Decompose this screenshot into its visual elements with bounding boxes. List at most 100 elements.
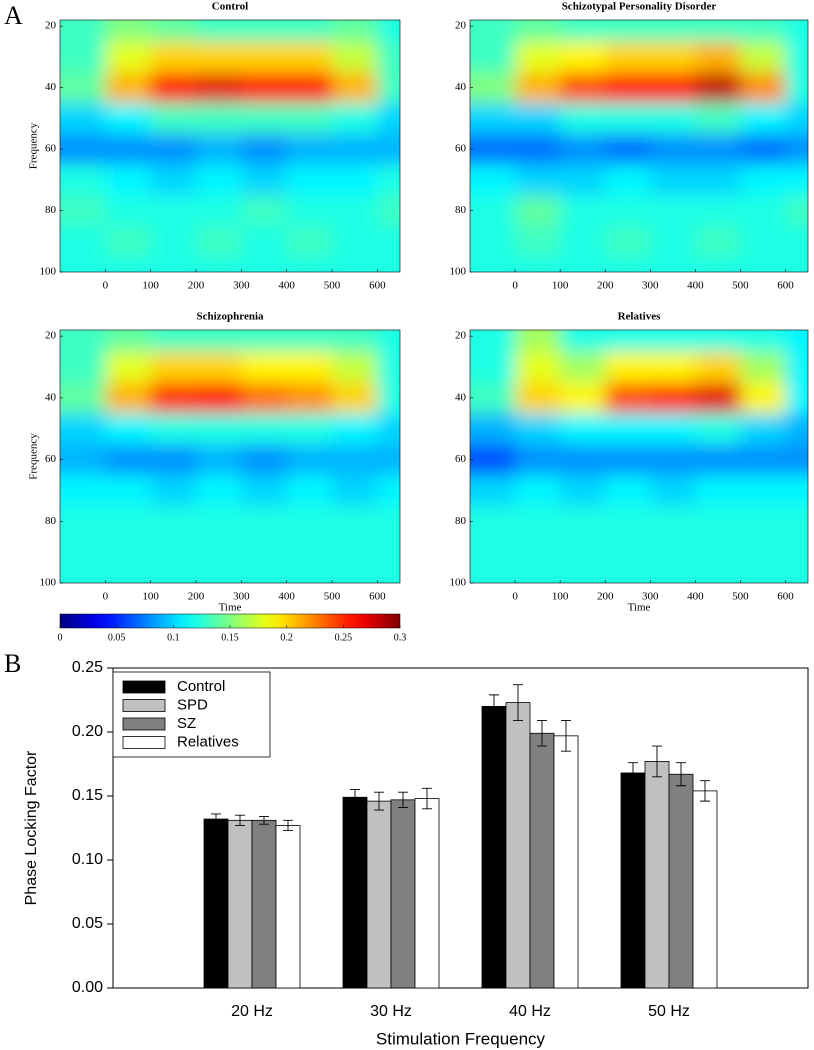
heatmap-cell — [695, 444, 741, 476]
heatmap-cell — [515, 225, 561, 258]
heatmap-cell — [695, 567, 741, 583]
y-tick-label: 20 — [45, 20, 57, 32]
heatmap-cell — [785, 195, 808, 227]
heatmap-cell — [286, 102, 333, 135]
y-tick-label: 60 — [45, 143, 57, 155]
bar — [692, 790, 718, 989]
heatmap-cell — [560, 133, 606, 165]
heatmap-cell — [377, 20, 400, 43]
x-tick-label: 50 Hz — [648, 1003, 690, 1020]
heatmap-cell — [650, 444, 696, 476]
heatmap-cell — [286, 256, 333, 272]
heatmap-cell — [650, 225, 696, 258]
heatmap-cell — [785, 475, 808, 507]
heatmap-cell — [150, 444, 197, 476]
bar — [342, 796, 368, 989]
heatmap-cell — [470, 133, 516, 165]
heatmap-cell — [740, 20, 786, 43]
heatmap-cell — [377, 330, 400, 353]
heatmap-cell — [515, 444, 561, 476]
heatmap-cell — [332, 102, 378, 135]
heatmap-cell — [196, 20, 242, 43]
heatmap-cell — [560, 330, 606, 353]
heatmap-cell — [105, 164, 152, 196]
x-tick-label: 300 — [642, 591, 659, 603]
heatmap-cell — [377, 256, 400, 272]
heatmap-cell — [60, 164, 106, 196]
heatmap-cell — [241, 444, 288, 476]
heatmap-cell — [286, 413, 333, 445]
heatmap-cell — [560, 41, 606, 73]
heatmap-cell — [60, 133, 106, 165]
heatmap-cell — [150, 256, 197, 272]
heatmap-cell — [332, 133, 378, 165]
heatmap-cell — [377, 382, 400, 414]
heatmap-cell — [695, 20, 741, 43]
heatmap-cell — [150, 536, 197, 569]
heatmap-cell — [605, 195, 651, 227]
error-bar — [537, 720, 547, 747]
plot-frame — [469, 329, 809, 584]
heatmap-cell — [695, 225, 741, 258]
heatmap-cell — [332, 413, 378, 445]
heatmap-cell — [785, 256, 808, 272]
plot-frame — [469, 19, 809, 273]
heatmap-cell — [286, 567, 333, 583]
heatmap-cell — [560, 20, 606, 43]
x-tick-label: 100 — [552, 280, 569, 292]
x-tick-label: 0 — [512, 280, 518, 292]
heatmap-cell — [515, 133, 561, 165]
heatmap-cell — [515, 351, 561, 383]
heatmap-cell — [196, 164, 242, 196]
heatmap-cell — [105, 102, 152, 135]
heatmap-cell — [241, 133, 288, 165]
heatmap-cell — [785, 133, 808, 165]
heatmap-cell — [196, 413, 242, 445]
heatmap-cell — [470, 164, 516, 196]
heatmap — [60, 20, 400, 272]
y-tick-label: 0.25 — [72, 659, 103, 676]
heatmap-cell — [650, 256, 696, 272]
heatmap-cell — [785, 225, 808, 258]
x-axis-label: Stimulation Frequency — [376, 1029, 546, 1048]
heatmap-cell — [241, 330, 288, 353]
heatmap-cell — [150, 195, 197, 227]
heatmap-cell — [650, 536, 696, 569]
y-tick-label: 100 — [450, 266, 467, 278]
heatmap-cell — [286, 195, 333, 227]
heatmap-cell — [650, 133, 696, 165]
colorbar-tick-label: 0.1 — [167, 632, 180, 643]
y-tick-label: 20 — [455, 330, 467, 342]
heatmap-cell — [785, 382, 808, 414]
heatmap-cell — [605, 102, 651, 135]
y-tick-label: 80 — [455, 515, 467, 527]
heatmap-cell — [695, 351, 741, 383]
heatmap-cell — [332, 475, 378, 507]
heatmap-cell — [105, 475, 152, 507]
heatmap-cell — [740, 351, 786, 383]
heatmap-cell — [695, 102, 741, 135]
x-tick-label: 500 — [732, 280, 749, 292]
heatmap-cell — [650, 382, 696, 414]
y-tick-label: 80 — [45, 515, 57, 527]
y-tick-label: 100 — [450, 577, 467, 589]
bar — [481, 706, 507, 989]
colorbar-tick-label: 0.05 — [108, 632, 126, 643]
heatmap-cell — [60, 256, 106, 272]
bar — [505, 702, 531, 989]
heatmap-cell — [105, 567, 152, 583]
legend-label: SPD — [177, 696, 208, 713]
y-tick-label: 100 — [40, 266, 57, 278]
heatmap-cell — [105, 330, 152, 353]
heatmap-cell — [560, 256, 606, 272]
heatmap-cell — [286, 351, 333, 383]
x-tick-label: 300 — [233, 280, 250, 292]
heatmap-cell — [740, 536, 786, 569]
heatmap-cell — [60, 72, 106, 104]
heatmap-cell — [470, 20, 516, 43]
heatmap — [60, 330, 400, 583]
heatmap-cell — [605, 444, 651, 476]
heatmap-cell — [785, 505, 808, 538]
bar — [275, 825, 301, 989]
